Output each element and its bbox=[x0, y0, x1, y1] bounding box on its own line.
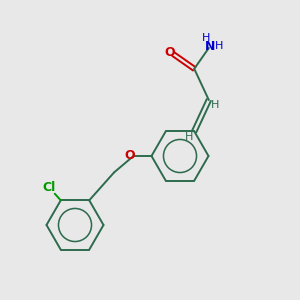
Text: Cl: Cl bbox=[42, 181, 56, 194]
Text: N: N bbox=[205, 40, 216, 53]
Text: H: H bbox=[211, 100, 220, 110]
Text: H: H bbox=[185, 132, 193, 142]
Text: H: H bbox=[202, 33, 210, 43]
Text: H: H bbox=[215, 41, 224, 51]
Text: O: O bbox=[164, 46, 175, 59]
Text: O: O bbox=[124, 148, 135, 162]
